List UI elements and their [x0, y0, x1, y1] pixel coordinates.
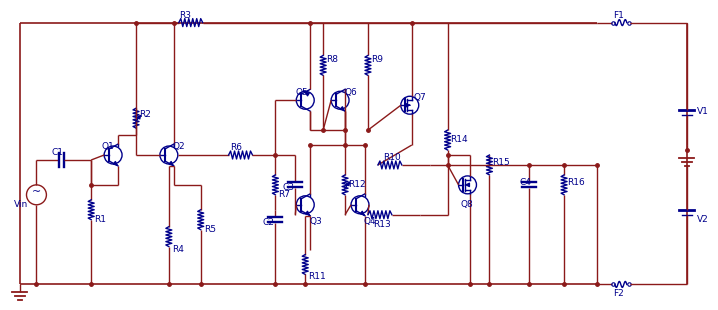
Text: V2: V2: [696, 215, 708, 224]
Text: F1: F1: [613, 11, 624, 20]
Text: R6: R6: [230, 143, 243, 152]
Text: C3: C3: [282, 183, 294, 192]
Text: R16: R16: [567, 178, 585, 187]
Text: R3: R3: [179, 11, 191, 20]
Text: R4: R4: [172, 245, 184, 254]
Text: R11: R11: [308, 272, 326, 281]
Text: Q2: Q2: [173, 142, 185, 151]
Text: C2: C2: [263, 218, 274, 227]
Text: R14: R14: [451, 135, 468, 144]
Text: R15: R15: [493, 158, 510, 167]
Text: Q3: Q3: [309, 217, 322, 226]
Text: R12: R12: [348, 180, 365, 189]
Text: F2: F2: [613, 290, 624, 299]
Text: R1: R1: [94, 215, 106, 224]
Text: Q4: Q4: [364, 217, 377, 226]
Text: R13: R13: [373, 220, 391, 229]
Text: R9: R9: [371, 55, 383, 64]
Text: ~: ~: [32, 187, 41, 197]
Text: R7: R7: [279, 190, 290, 199]
Text: Q6: Q6: [344, 88, 357, 97]
Text: C1: C1: [52, 148, 63, 157]
Text: Q1: Q1: [101, 142, 114, 151]
Text: R2: R2: [139, 110, 151, 119]
Text: Q5: Q5: [295, 88, 308, 97]
Text: R5: R5: [204, 225, 215, 234]
Text: Q8: Q8: [460, 200, 473, 209]
Text: R10: R10: [383, 153, 401, 162]
Text: V1: V1: [696, 107, 709, 116]
Text: R8: R8: [326, 55, 338, 64]
Text: Q7: Q7: [414, 93, 426, 102]
Text: Vin: Vin: [14, 200, 28, 209]
Text: C4: C4: [519, 178, 531, 187]
